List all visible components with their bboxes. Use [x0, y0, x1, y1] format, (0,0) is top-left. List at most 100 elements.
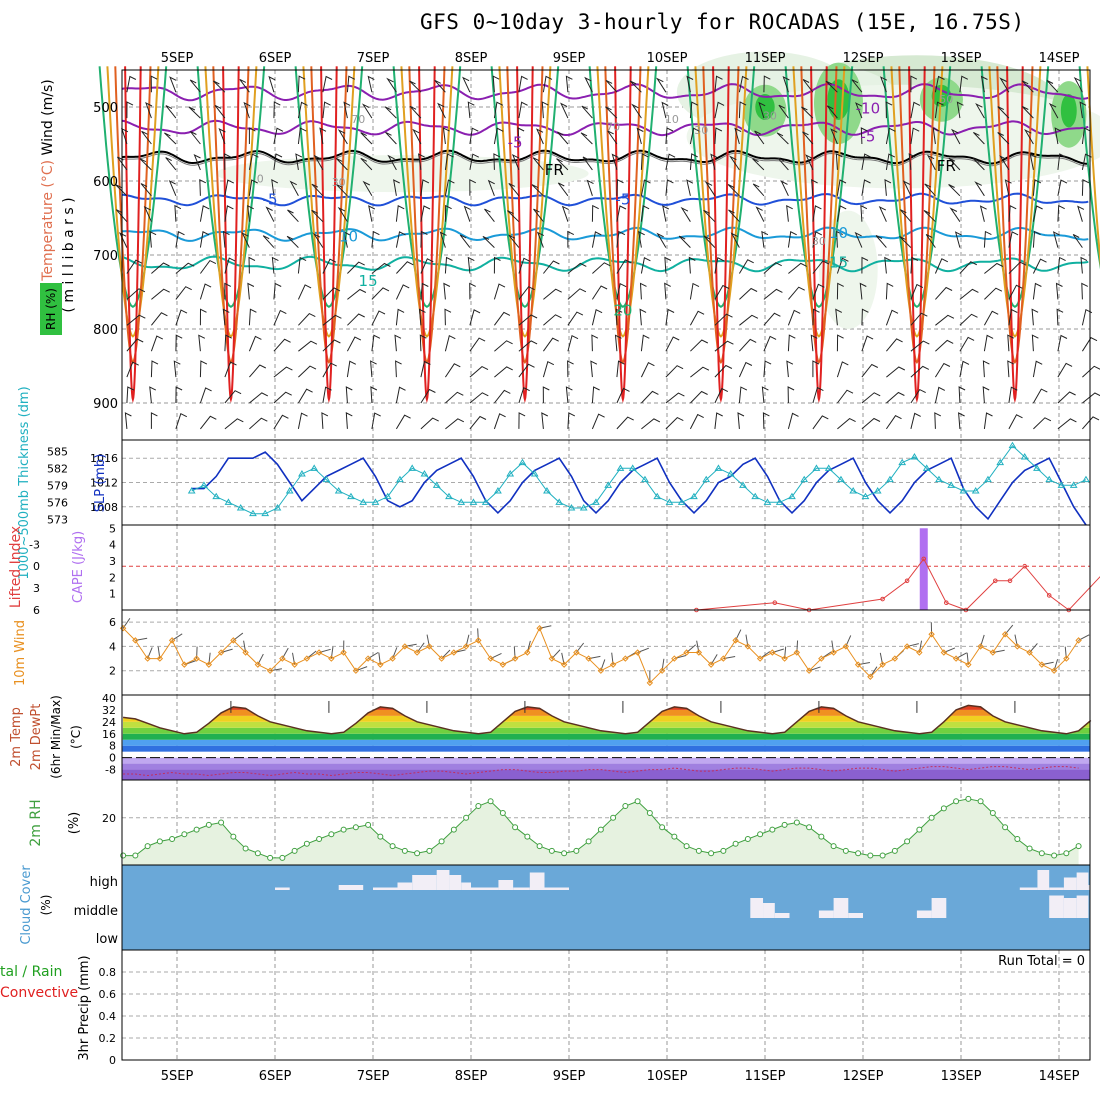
thickness-marker — [518, 458, 527, 466]
wind-barb — [271, 256, 279, 274]
wind-barb — [249, 364, 267, 378]
wind-barb — [494, 389, 511, 404]
ylabel-part: Wind (m/s) — [40, 79, 56, 155]
wind-speed-marker — [499, 661, 507, 668]
thickness-tick: 582 — [47, 462, 68, 475]
thickness-marker — [812, 464, 821, 471]
wind-barb — [761, 230, 769, 248]
wind-barb — [836, 179, 847, 196]
contour-label: FR — [937, 157, 956, 175]
wind-barb — [728, 155, 740, 171]
wind-barb — [737, 412, 745, 429]
wind-barb — [825, 80, 838, 93]
wind-barb — [543, 288, 562, 300]
wind-speed-marker — [842, 643, 850, 650]
thickness-marker — [1045, 475, 1054, 483]
wind-barb — [567, 288, 587, 300]
wind-barb — [311, 183, 324, 197]
wind-barb — [164, 132, 177, 145]
wind-barb — [734, 127, 742, 145]
warm-isotherm-lobe — [392, 66, 462, 308]
wind-barb — [565, 75, 573, 93]
wind-barb — [243, 101, 251, 119]
rh-marker — [965, 795, 972, 802]
cloud-middle-block — [848, 913, 863, 918]
wind-barb — [885, 415, 902, 430]
temp-band — [122, 705, 1090, 710]
wind-barb — [959, 313, 978, 326]
rh-marker — [254, 850, 261, 857]
wind-speed-marker — [193, 655, 200, 662]
cape-tick: 2 — [109, 571, 116, 584]
wind-barb — [934, 386, 946, 404]
cloud-high-block — [338, 885, 364, 890]
wind-barb — [1007, 360, 1015, 378]
wind-barb — [1057, 179, 1068, 196]
wind-barb — [974, 181, 985, 197]
rh-marker — [218, 819, 225, 826]
wind-speed-marker — [560, 661, 568, 668]
wind-barb — [665, 365, 684, 378]
warm-isotherm-lobe — [302, 66, 356, 338]
thickness-marker — [922, 464, 931, 471]
rh-marker — [1026, 845, 1033, 852]
wind-barb — [686, 179, 694, 196]
freezing-level-shadow — [121, 152, 1089, 167]
wind-barb — [467, 101, 475, 119]
cloud-high-block — [373, 887, 398, 890]
wind-barb — [518, 75, 528, 93]
wind-barb — [518, 314, 538, 326]
wind-barb — [855, 102, 863, 119]
rh-marker — [659, 824, 666, 831]
wind-barb — [861, 153, 871, 170]
warm-isotherm-lobe — [980, 66, 1050, 308]
wind-speed-marker — [536, 625, 543, 632]
wind-barb — [607, 130, 618, 145]
day-label-top: 8SEP — [455, 51, 488, 66]
wind-barb — [371, 262, 391, 274]
rh-marker — [463, 814, 470, 821]
wind-speed-marker — [573, 649, 580, 656]
wind-barb — [884, 179, 892, 196]
wind-barb — [1004, 179, 1012, 196]
warm-isotherm-lobe — [320, 66, 338, 404]
wind-barb — [151, 312, 168, 326]
wind-barb — [289, 180, 299, 197]
cloud-high-block — [1088, 885, 1090, 890]
rh-marker — [475, 802, 482, 809]
rh-marker — [744, 836, 751, 843]
lifted-index-tick: -3 — [29, 538, 40, 551]
warm-isotherm-lobe — [490, 66, 560, 308]
warm-isotherm-lobe — [800, 66, 838, 365]
wind-speed-marker — [205, 661, 213, 668]
wind-barb — [337, 129, 348, 145]
wind-barb — [463, 205, 471, 222]
thickness-marker — [616, 464, 625, 471]
thickness-marker — [347, 492, 355, 500]
wind-barb — [193, 153, 201, 171]
wind-speed-marker — [1001, 631, 1009, 638]
rh-marker — [769, 826, 776, 833]
wind-barb — [518, 412, 526, 429]
rh-marker — [512, 824, 519, 831]
wind-barb — [420, 282, 429, 300]
wind-speed-marker — [328, 655, 335, 662]
thickness-marker — [800, 475, 809, 483]
wind-barb — [262, 235, 275, 248]
rh-marker — [1002, 824, 1009, 831]
rh-marker — [377, 833, 384, 840]
wind-barb — [925, 234, 936, 248]
wind-barb — [508, 234, 520, 248]
wind-barb — [337, 206, 348, 222]
wind-barb — [934, 412, 942, 429]
contour-label: -5 — [860, 128, 875, 146]
rh-marker — [524, 833, 531, 840]
thickness-marker — [445, 492, 453, 500]
wind-barb — [812, 386, 824, 404]
cloud-high-block — [1037, 870, 1050, 890]
lifted-index-marker — [772, 600, 778, 606]
wind-barb — [361, 103, 373, 119]
wind-barb — [371, 310, 386, 326]
day-label-bottom: 12SEP — [843, 1069, 884, 1084]
thickness-marker — [763, 498, 772, 505]
